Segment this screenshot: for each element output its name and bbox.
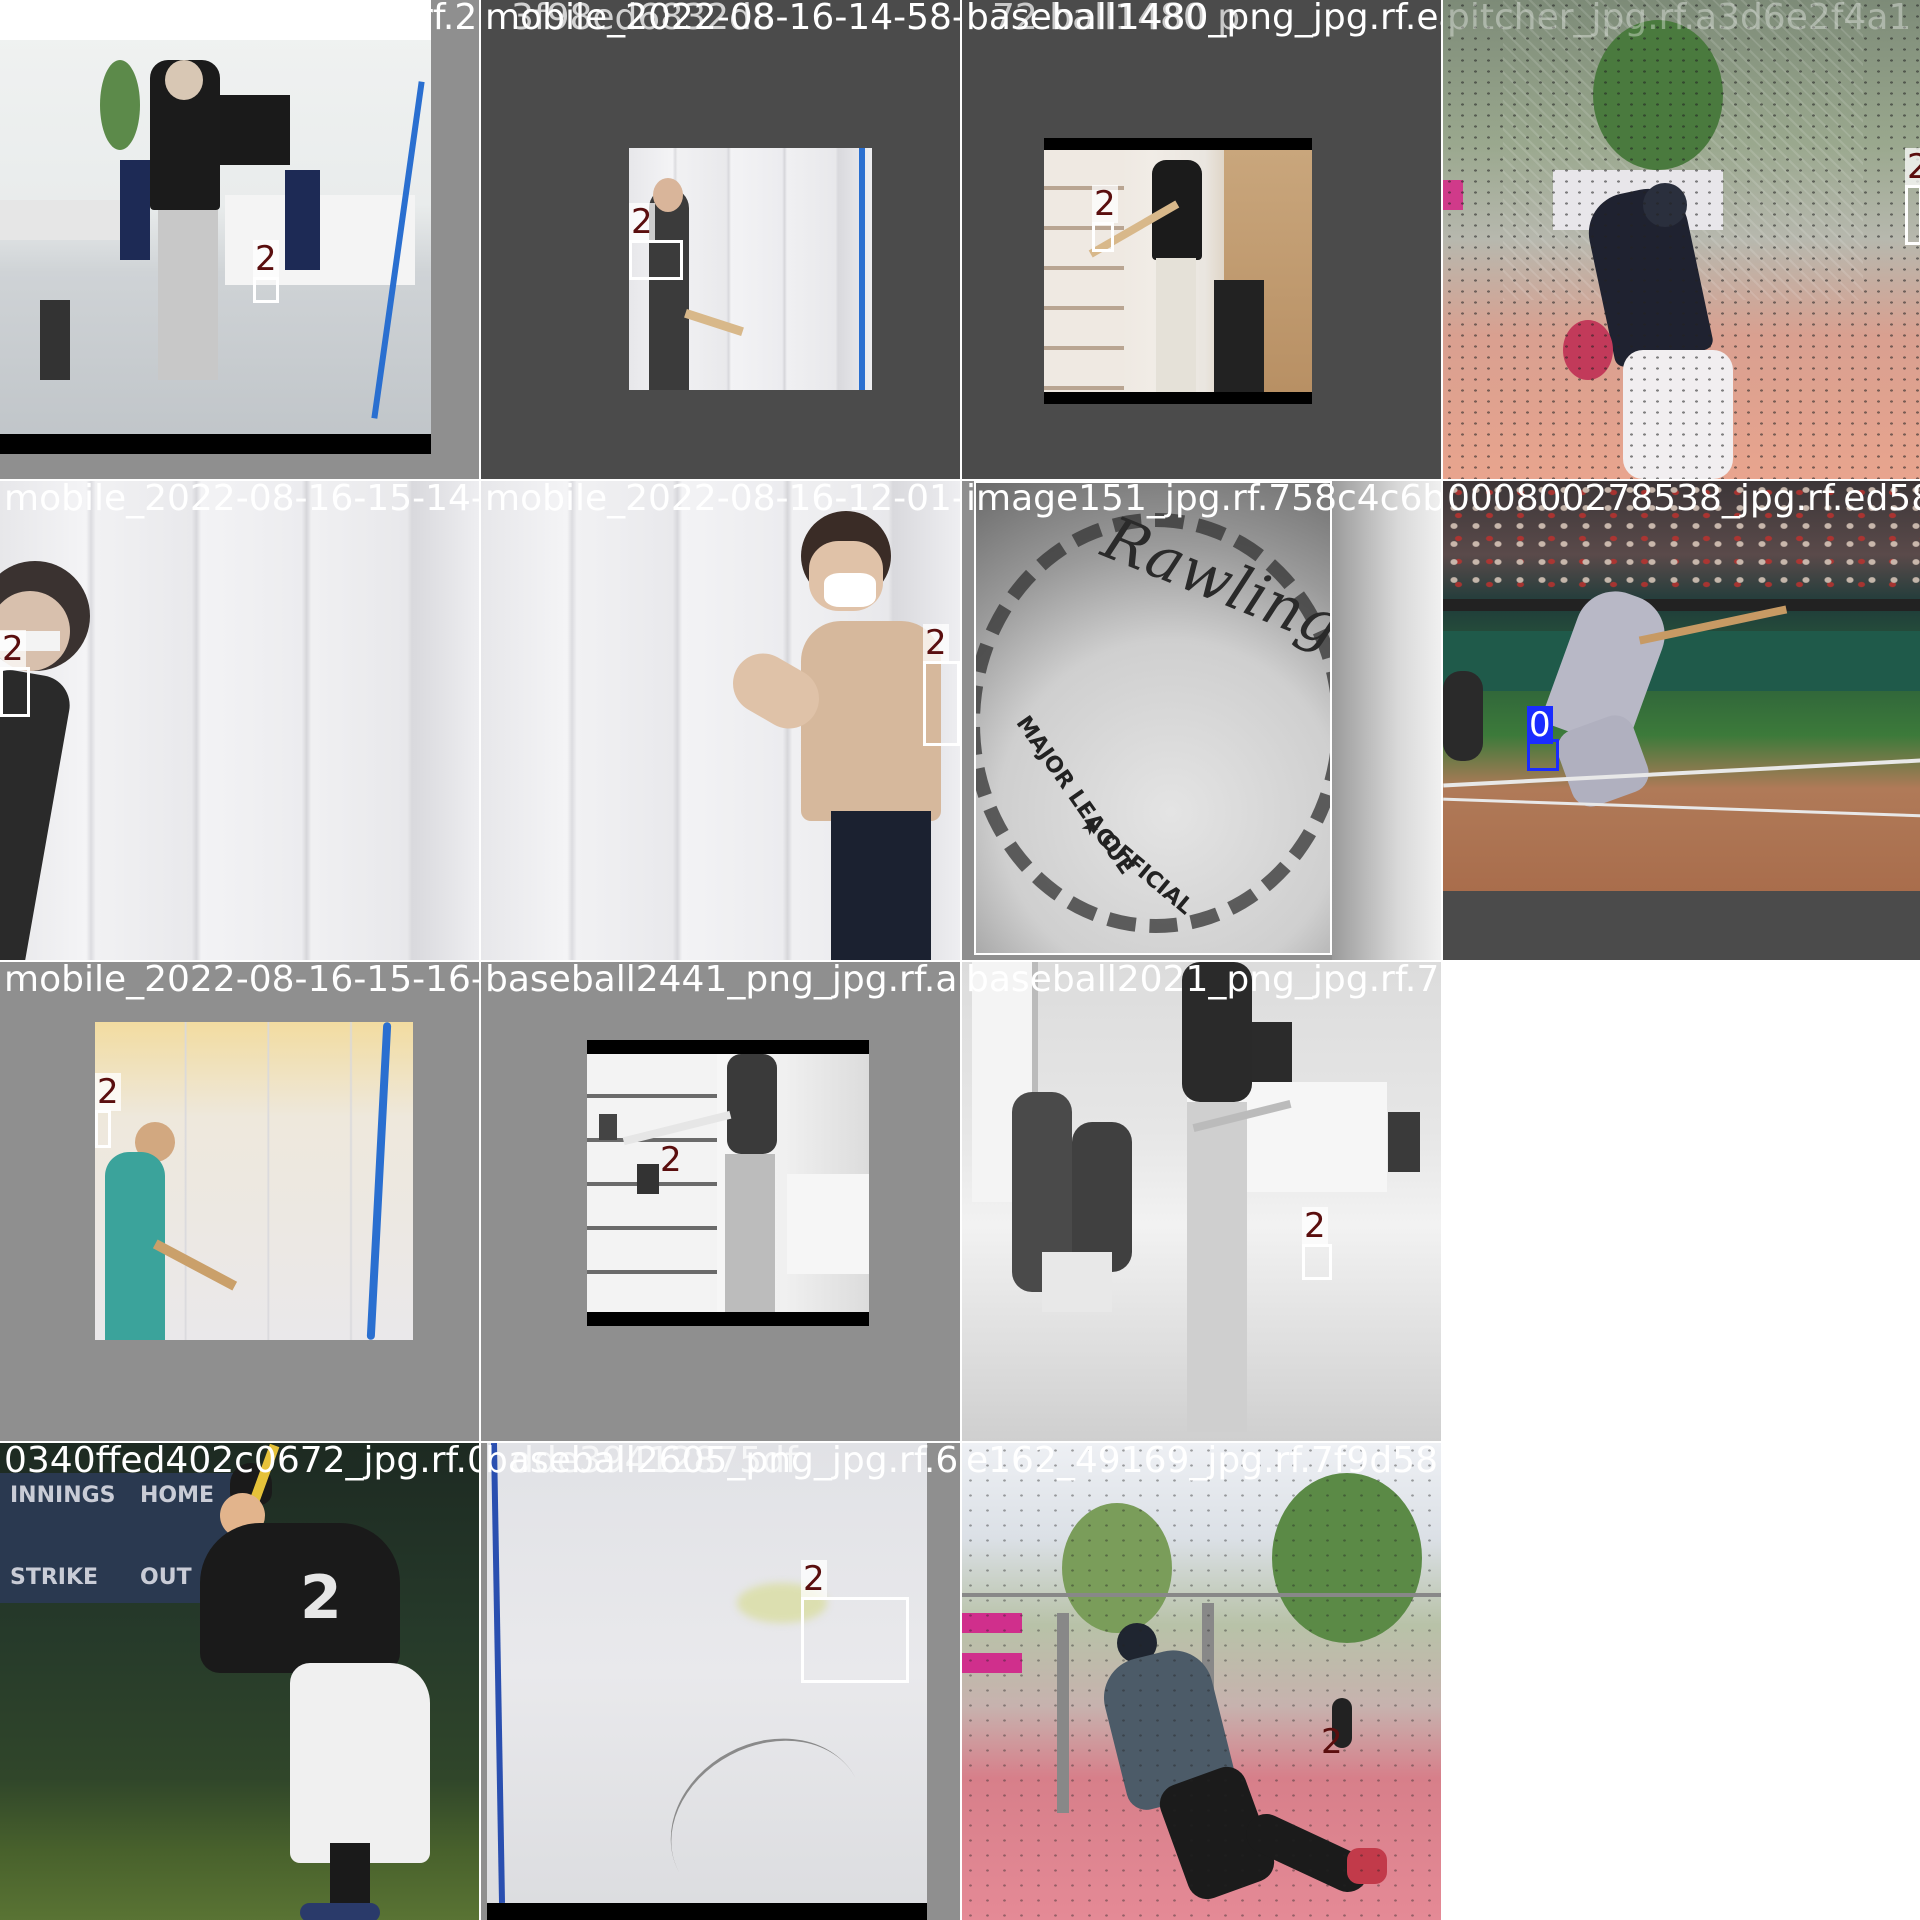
photo: [629, 148, 872, 390]
box-label: 2: [253, 239, 279, 279]
scoreboard-home-text: HOME: [140, 1483, 215, 1508]
tile-3: 2 baseball1480_png_jpg.rf.eac2 72 ball14…: [962, 0, 1441, 479]
box-label: 2: [660, 1140, 682, 1180]
tile-5: 2 mobile_2022-08-16-15-14-51_56: [0, 481, 479, 960]
box-label: 2: [801, 1559, 827, 1599]
bounding-box: 2: [629, 203, 683, 280]
tile-6: 2 mobile_2022-08-16-12-01-58_jpg: [481, 481, 960, 960]
bounding-box-class-0: 0: [1527, 706, 1559, 771]
box-label: 2: [1302, 1206, 1328, 1246]
box-label: 2: [1321, 1722, 1343, 1762]
photo: [962, 1443, 1441, 1920]
photo: INNINGS HOME STRIKE OUT 2: [0, 1443, 479, 1920]
photo: [487, 1443, 927, 1903]
tile-overlay-title: 72 ball1480 p: [992, 0, 1241, 38]
tile-7: Rawlings ★ OFFICIAL MAJOR LEAGUE 2 image…: [962, 481, 1441, 960]
photo: [1443, 481, 1920, 891]
tile-title: mobile_2022-08-16-14-58-32_: [485, 0, 960, 38]
scoreboard-innings-text: INNINGS: [10, 1483, 116, 1508]
box-label: 2: [0, 629, 26, 669]
tile-13: 2 baseball2605_png_jpg.rf.6aff dde394128…: [481, 1443, 960, 1920]
photo-edge: [1332, 481, 1441, 960]
box-label: 2: [923, 623, 949, 663]
photo: [481, 481, 960, 960]
bounding-box: 2: [1905, 148, 1920, 245]
box-label: 2: [1905, 148, 1920, 186]
photo: [0, 0, 431, 454]
bounding-box: 2: [1321, 1723, 1343, 1771]
box-label: 2: [629, 202, 655, 242]
tile-12: INNINGS HOME STRIKE OUT 2 0340ffed402c06…: [0, 1443, 479, 1920]
tile-title: baseball1480_png_jpg.rf.eac2: [966, 0, 1441, 38]
photo: [962, 962, 1441, 1441]
bounding-box: 2: [923, 624, 960, 746]
photo: [1044, 150, 1312, 392]
tile-2: 2 mobile_2022-08-16-14-58-32_ 3f98ed6832…: [481, 0, 960, 479]
photo: [1443, 0, 1920, 479]
scoreboard-strike-text: STRIKE: [10, 1565, 99, 1590]
tile-14: 2 e162_49169_jpg.rf.7f9d58b25cfe4d43db6b…: [962, 1443, 1441, 1920]
tile-title: baseball2441_png_jpg.rf.a1: [485, 962, 960, 1000]
box-label: 2: [1092, 184, 1118, 224]
bounding-box: 2: [95, 1073, 121, 1148]
photo: [587, 1054, 869, 1312]
tile-4: pitcher_jpg.rf.a3d6e2f4a1 2: [1443, 0, 1920, 479]
tile-9: 2 mobile_2022-08-16-15-16-36_43: [0, 962, 479, 1441]
tile-11: 2 baseball2021_png_jpg.rf.794007bfd2b906…: [962, 962, 1441, 1441]
tile-8: 0 000800278538_jpg.rf.ed58a: [1443, 481, 1920, 960]
tile-1: 2 baseball1968_png_jpg.rf.2bedfa8a: [0, 0, 479, 479]
photo: [0, 481, 479, 960]
scoreboard-out-text: OUT: [140, 1565, 192, 1590]
bounding-box: 2: [1092, 185, 1118, 252]
photo: Rawlings ★ OFFICIAL MAJOR LEAGUE: [974, 481, 1332, 955]
bounding-box: 2: [253, 240, 279, 303]
bounding-box: 2: [660, 1141, 685, 1199]
bounding-box: 2: [1302, 1207, 1332, 1280]
tile-10: 2 baseball2441_png_jpg.rf.a1: [481, 962, 960, 1441]
box-label: 0: [1527, 705, 1553, 745]
box-label: 2: [95, 1072, 121, 1112]
bounding-box: 2: [962, 481, 974, 489]
tile-overlay-title: 3f98ed6832d8: [511, 0, 775, 38]
bounding-box: 2: [801, 1560, 909, 1683]
bounding-box: 2: [0, 630, 30, 717]
tile-title: mobile_2022-08-16-15-16-36_43: [4, 962, 479, 1000]
photo: [95, 1022, 413, 1340]
